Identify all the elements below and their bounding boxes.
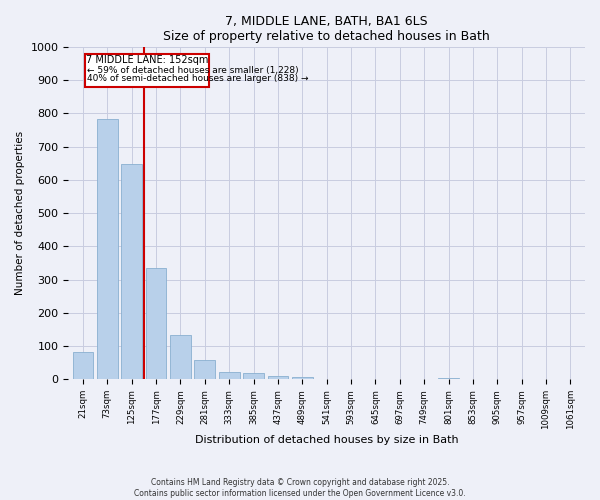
- Text: ← 59% of detached houses are smaller (1,228): ← 59% of detached houses are smaller (1,…: [87, 66, 299, 74]
- Bar: [438, 378, 459, 380]
- Bar: [268, 376, 288, 380]
- Bar: [146, 268, 166, 380]
- Y-axis label: Number of detached properties: Number of detached properties: [15, 131, 25, 295]
- FancyBboxPatch shape: [85, 54, 209, 88]
- Bar: [219, 372, 239, 380]
- Text: 7 MIDDLE LANE: 152sqm: 7 MIDDLE LANE: 152sqm: [86, 55, 208, 65]
- Bar: [121, 164, 142, 380]
- Text: Contains HM Land Registry data © Crown copyright and database right 2025.
Contai: Contains HM Land Registry data © Crown c…: [134, 478, 466, 498]
- Bar: [170, 335, 191, 380]
- Bar: [243, 374, 264, 380]
- X-axis label: Distribution of detached houses by size in Bath: Distribution of detached houses by size …: [195, 435, 458, 445]
- Bar: [73, 352, 93, 380]
- Bar: [194, 360, 215, 380]
- Title: 7, MIDDLE LANE, BATH, BA1 6LS
Size of property relative to detached houses in Ba: 7, MIDDLE LANE, BATH, BA1 6LS Size of pr…: [163, 15, 490, 43]
- Bar: [292, 377, 313, 380]
- Bar: [97, 119, 118, 380]
- Text: 40% of semi-detached houses are larger (838) →: 40% of semi-detached houses are larger (…: [87, 74, 309, 82]
